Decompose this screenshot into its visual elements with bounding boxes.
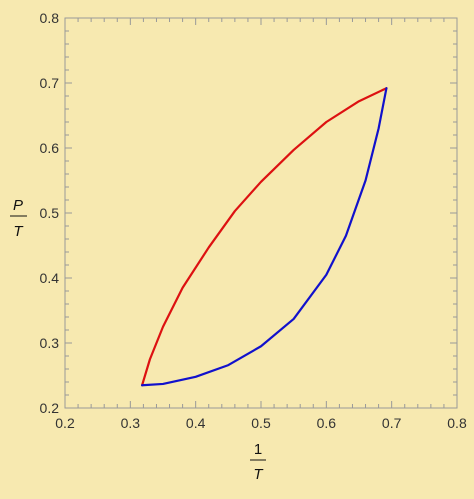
x-axis-label-numerator: 1 [254,441,262,458]
y-tick-label: 0.4 [40,270,60,286]
x-axis-label-denominator: T [253,466,264,483]
axis-ticks [64,17,458,409]
series-group [140,87,388,387]
x-tick-label: 0.6 [317,415,337,431]
y-tick-label: 0.3 [40,335,60,351]
x-axis-label: 1 T [250,441,266,483]
red-curve [140,87,388,387]
x-tick-label: 0.7 [382,415,402,431]
y-axis-label-numerator: P [13,197,23,214]
x-tick-label: 0.8 [447,415,467,431]
x-tick-label: 0.4 [186,415,206,431]
blue-curve [140,87,388,387]
x-tick-label: 0.3 [121,415,141,431]
x-tick-label: 0.5 [251,415,271,431]
y-tick-label: 0.8 [40,10,60,26]
y-axis-label-denominator: T [13,223,24,240]
y-tick-label: 0.2 [40,400,60,416]
y-tick-label: 0.5 [40,205,60,221]
y-tick-label: 0.7 [40,75,60,91]
y-tick-label: 0.6 [40,140,60,156]
x-tick-label: 0.2 [55,415,75,431]
plot-frame [64,17,458,409]
tick-labels: 0.2 0.3 0.4 0.5 0.6 0.7 0.8 0.2 0.3 0.4 0.5 0.6 0.7 0… [40,10,467,431]
y-axis-label: P T [10,197,27,240]
